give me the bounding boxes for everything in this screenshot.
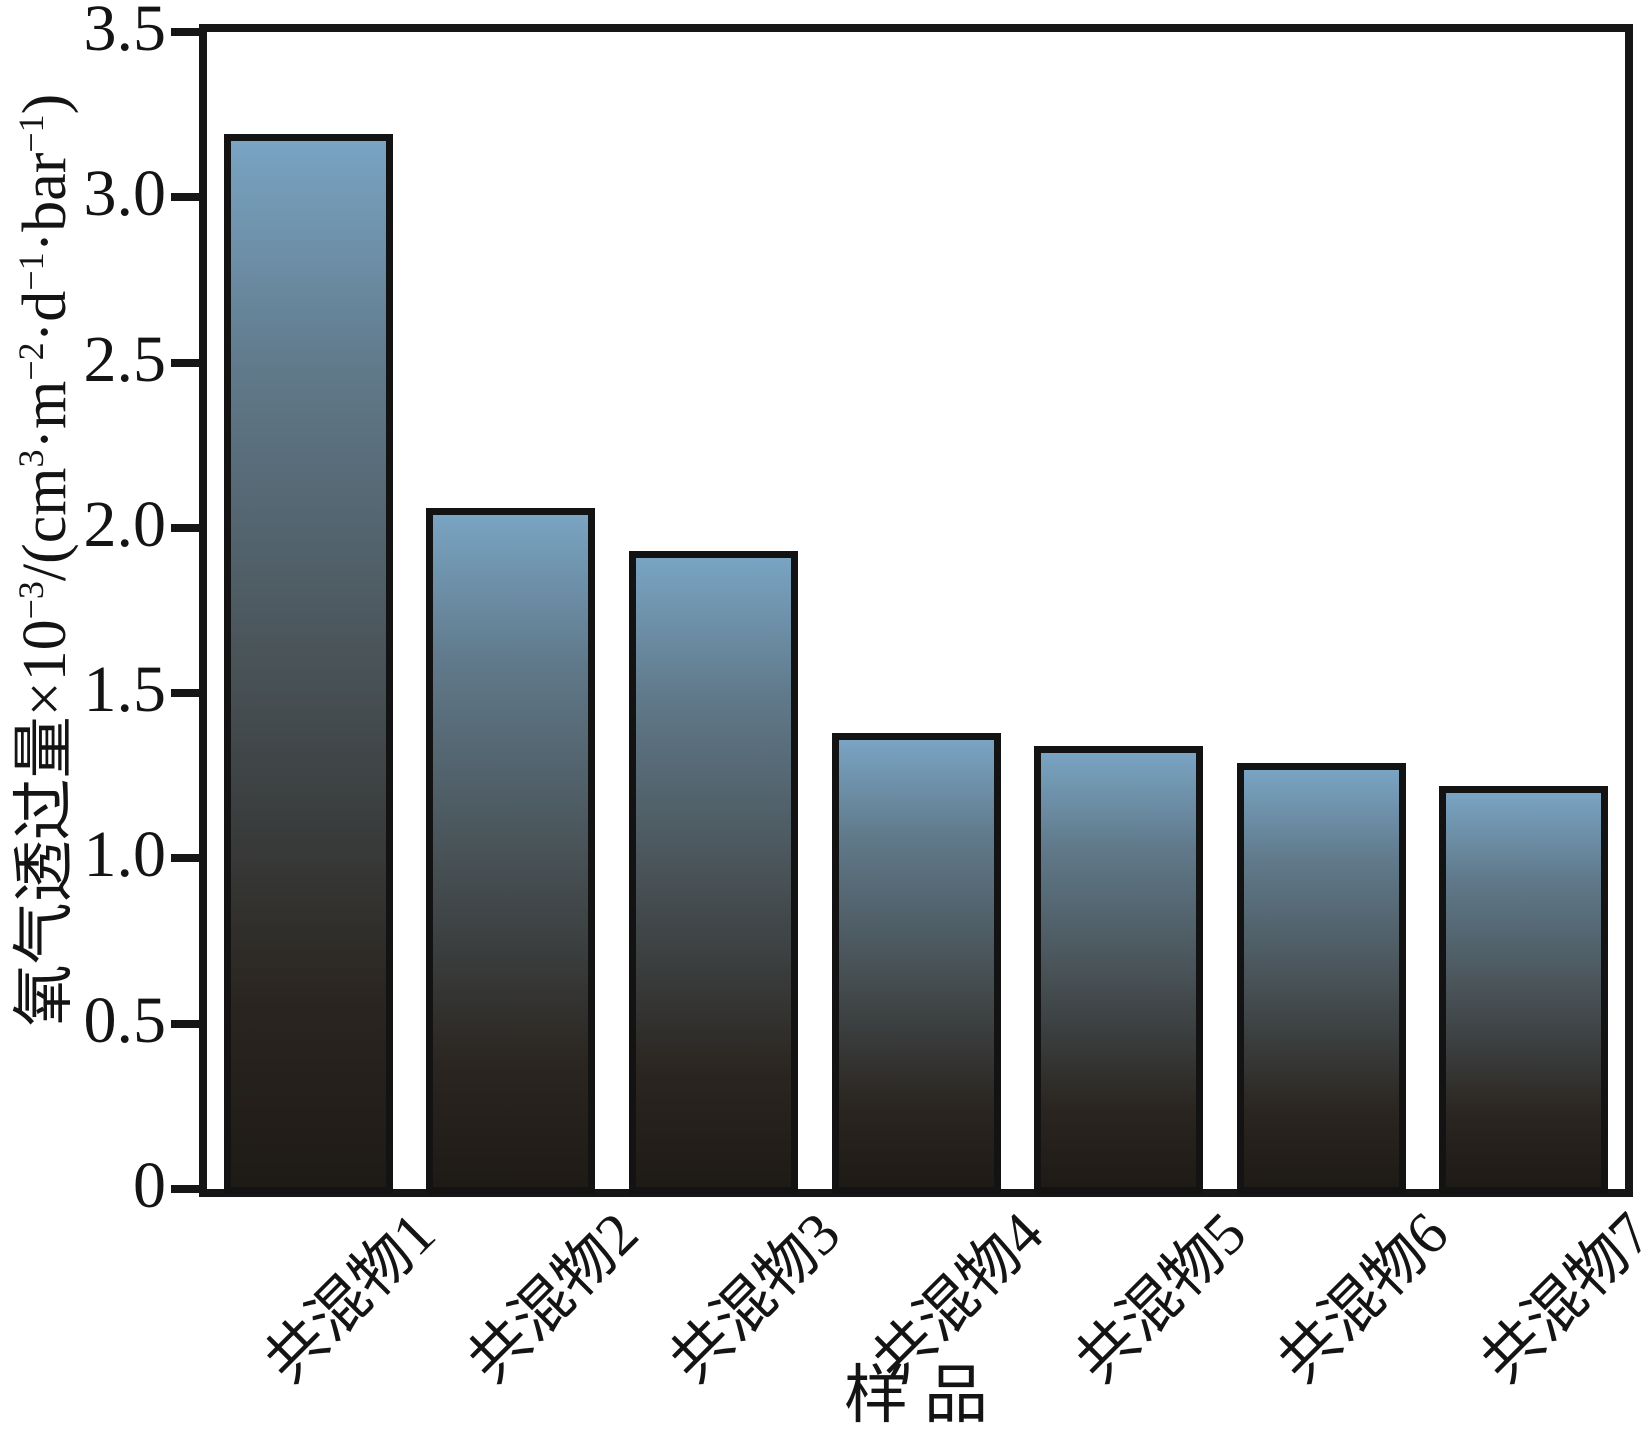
- y-tick-label-0.5: 0.5: [83, 983, 167, 1057]
- bar-共混物6: [1236, 762, 1406, 1194]
- y-axis-title-superscript: −3: [10, 581, 51, 620]
- y-tick-mark-1.0: [171, 854, 199, 863]
- y-tick-label-0: 0: [133, 1149, 166, 1222]
- y-axis-title-superscript: −1: [10, 114, 51, 153]
- y-tick-label-2.0: 2.0: [83, 487, 167, 561]
- y-tick-mark-2.0: [171, 523, 199, 532]
- y-tick-label-3.0: 3.0: [83, 157, 167, 231]
- y-tick-label-3.5: 3.5: [83, 0, 167, 65]
- y-tick-mark-2.5: [171, 358, 199, 367]
- y-tick-label-2.5: 2.5: [83, 322, 167, 396]
- bar-共混物4: [831, 732, 1001, 1194]
- bar-共混物5: [1034, 746, 1204, 1194]
- bar-共混物1: [223, 134, 393, 1194]
- bar-共混物3: [628, 550, 798, 1194]
- x-axis-title: 样品: [844, 1360, 1004, 1431]
- y-axis-title-superscript: 3: [10, 449, 51, 468]
- y-axis-title-superscript: −1: [10, 252, 51, 291]
- y-axis-title-segment: ): [11, 93, 79, 115]
- y-tick-mark-1.5: [171, 689, 199, 698]
- y-tick-mark-3.5: [171, 28, 199, 36]
- y-tick-mark-0.5: [171, 1019, 199, 1028]
- y-tick-label-1.0: 1.0: [83, 818, 167, 892]
- y-tick-label-1.5: 1.5: [83, 653, 167, 727]
- bar-共混物2: [426, 508, 596, 1194]
- y-tick-mark-3.0: [171, 193, 199, 202]
- y-tick-mark-0: [171, 1185, 199, 1193]
- bar-共混物7: [1439, 785, 1609, 1194]
